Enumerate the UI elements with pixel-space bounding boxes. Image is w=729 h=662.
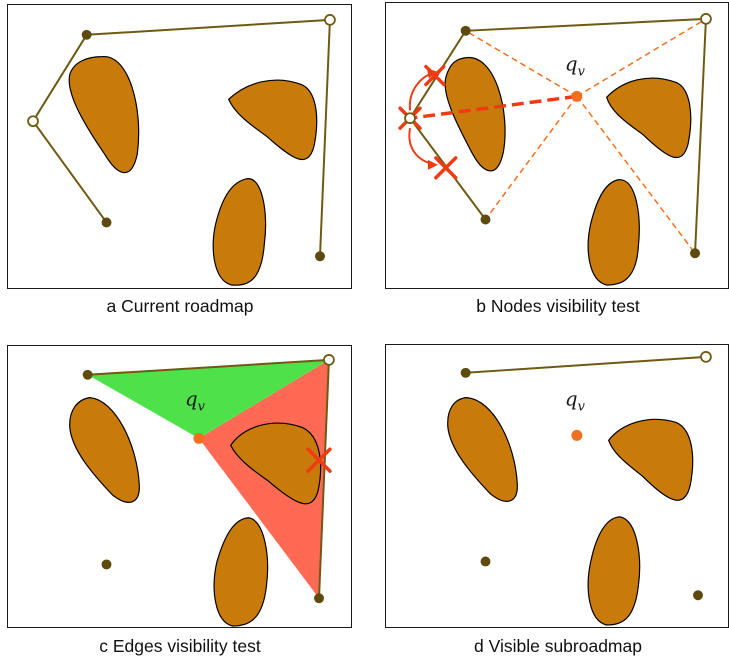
caption-b: b Nodes visibility test bbox=[476, 296, 640, 316]
panel-a-diagram bbox=[27, 14, 336, 286]
node-top-left bbox=[460, 25, 471, 36]
panel-a bbox=[7, 4, 352, 289]
obstacles bbox=[444, 57, 692, 286]
node-bottom-left bbox=[480, 556, 491, 567]
blocked-ray bbox=[409, 94, 578, 120]
edge-top bbox=[465, 355, 707, 374]
query-label: qv bbox=[565, 53, 586, 80]
edge-top bbox=[87, 358, 329, 376]
edge-right bbox=[318, 359, 330, 599]
obstacle-left bbox=[444, 57, 506, 172]
query-label: qv bbox=[185, 388, 206, 415]
ray-to-top-right bbox=[576, 18, 707, 97]
blocked-region bbox=[198, 359, 329, 599]
node-top-left bbox=[82, 369, 93, 380]
panel-c-diagram: qv bbox=[69, 354, 335, 627]
obstacle-right bbox=[229, 422, 322, 505]
ray-to-top-left bbox=[465, 30, 578, 97]
roadmap-nodes bbox=[27, 14, 336, 262]
edge-left-upper bbox=[32, 34, 88, 122]
caption-c: c Edges visibility test bbox=[99, 636, 261, 656]
query-node bbox=[571, 90, 583, 102]
edge-top bbox=[86, 18, 330, 36]
caption-d: d Visible subroadmap bbox=[474, 636, 642, 656]
cross-upper bbox=[424, 64, 446, 87]
node-top-right bbox=[323, 354, 335, 366]
panel-d: qv bbox=[385, 344, 729, 628]
obstacle-left bbox=[447, 397, 518, 502]
panel-c: qv bbox=[7, 345, 352, 628]
obstacle-bottom bbox=[212, 178, 267, 286]
caption-a: a Current roadmap bbox=[106, 296, 254, 316]
edge-right bbox=[319, 19, 331, 257]
edge-left-lower bbox=[32, 120, 108, 224]
cross-blocked-edge bbox=[306, 447, 332, 473]
visibility-rays bbox=[465, 18, 707, 254]
obstacle-right bbox=[227, 79, 318, 161]
obstacle-right bbox=[607, 418, 694, 501]
obstacles bbox=[69, 397, 269, 627]
obstacles bbox=[68, 56, 318, 286]
traversal-arrows bbox=[408, 68, 438, 170]
visible-region bbox=[87, 359, 329, 439]
panel-b: qv bbox=[385, 2, 729, 289]
edge-top bbox=[465, 17, 707, 32]
node-top-right bbox=[700, 13, 712, 25]
node-bottom-right bbox=[314, 593, 324, 604]
ray-to-bottom-right bbox=[576, 95, 696, 254]
obstacle-bottom bbox=[213, 517, 269, 627]
arrowhead-down bbox=[427, 159, 438, 170]
node-top-left bbox=[460, 367, 471, 378]
query-label: qv bbox=[565, 388, 586, 415]
node-left bbox=[27, 115, 39, 128]
roadmap-nodes bbox=[82, 354, 335, 604]
node-left bbox=[404, 112, 416, 125]
obstacle-bottom bbox=[587, 179, 640, 286]
edge-right bbox=[694, 18, 707, 254]
node-bottom-right bbox=[315, 251, 325, 262]
node-top-left bbox=[81, 29, 92, 40]
obstacle-left bbox=[68, 56, 140, 174]
panel-d-diagram: qv bbox=[447, 351, 712, 626]
node-bottom-left bbox=[101, 559, 112, 570]
node-top-right bbox=[700, 351, 712, 363]
obstacle-bottom bbox=[587, 516, 641, 626]
roadmap-edges bbox=[87, 358, 330, 599]
roadmap-nodes bbox=[460, 351, 712, 601]
panel-b-diagram: qv bbox=[398, 13, 712, 286]
obstacle-right bbox=[605, 77, 692, 159]
node-bottom-left bbox=[101, 217, 112, 228]
cross-lower bbox=[434, 156, 458, 180]
node-top-right bbox=[324, 14, 336, 26]
node-bottom-left bbox=[480, 214, 491, 225]
roadmap-nodes bbox=[404, 13, 712, 259]
roadmap-edges bbox=[32, 18, 331, 257]
node-bottom-right bbox=[693, 590, 703, 601]
query-node bbox=[193, 432, 205, 444]
query-node bbox=[571, 429, 583, 441]
node-bottom-right bbox=[690, 248, 700, 259]
obstacle-left bbox=[69, 397, 140, 503]
ray-to-bottom-left bbox=[484, 95, 578, 220]
obstacles bbox=[447, 397, 694, 626]
